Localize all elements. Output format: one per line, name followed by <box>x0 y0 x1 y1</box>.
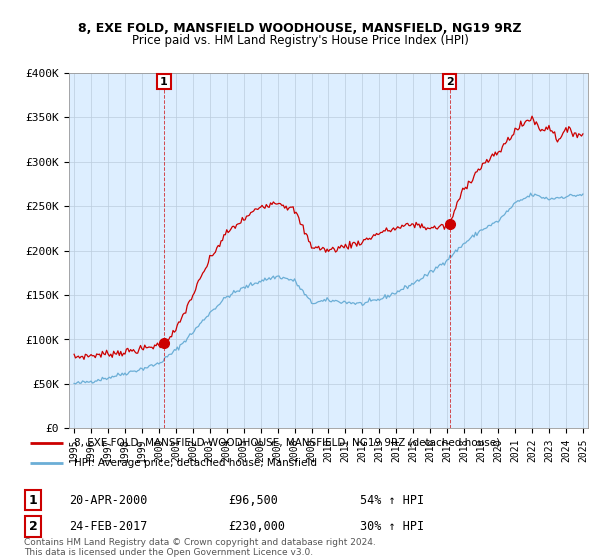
Text: 2: 2 <box>29 520 37 533</box>
Text: 1: 1 <box>29 493 37 507</box>
Text: 1: 1 <box>160 77 168 87</box>
Text: 8, EXE FOLD, MANSFIELD WOODHOUSE, MANSFIELD, NG19 9RZ: 8, EXE FOLD, MANSFIELD WOODHOUSE, MANSFI… <box>78 22 522 35</box>
Text: HPI: Average price, detached house, Mansfield: HPI: Average price, detached house, Mans… <box>74 458 317 468</box>
Text: 8, EXE FOLD, MANSFIELD WOODHOUSE, MANSFIELD, NG19 9RZ (detached house): 8, EXE FOLD, MANSFIELD WOODHOUSE, MANSFI… <box>74 438 500 448</box>
Text: Price paid vs. HM Land Registry's House Price Index (HPI): Price paid vs. HM Land Registry's House … <box>131 34 469 47</box>
Text: 54% ↑ HPI: 54% ↑ HPI <box>360 493 424 507</box>
Text: 24-FEB-2017: 24-FEB-2017 <box>69 520 148 533</box>
Text: £96,500: £96,500 <box>228 493 278 507</box>
Text: Contains HM Land Registry data © Crown copyright and database right 2024.
This d: Contains HM Land Registry data © Crown c… <box>24 538 376 557</box>
Text: 2: 2 <box>446 77 454 87</box>
Text: 30% ↑ HPI: 30% ↑ HPI <box>360 520 424 533</box>
Text: £230,000: £230,000 <box>228 520 285 533</box>
Text: 20-APR-2000: 20-APR-2000 <box>69 493 148 507</box>
